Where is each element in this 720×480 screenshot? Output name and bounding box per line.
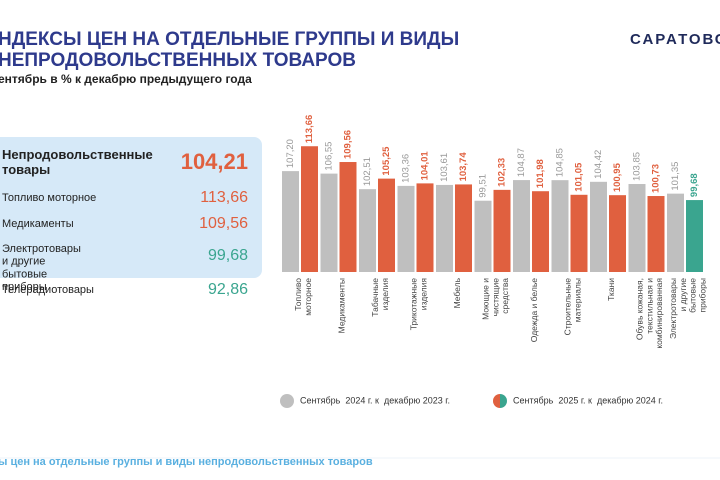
bar [378, 178, 395, 272]
x-tick-label: Мебель [452, 277, 462, 308]
x-tick-label: Топливомоторное [293, 278, 313, 316]
panel-row-value: 113,66 [200, 189, 248, 206]
value-label: 101,05 [574, 162, 585, 192]
summary-panel [0, 137, 262, 278]
value-label: 103,36 [401, 154, 412, 183]
x-tick-label: Одежда и белье [529, 278, 539, 342]
panel-row-value: 109,56 [199, 215, 248, 232]
value-label: 104,42 [593, 150, 604, 179]
value-label: 100,95 [612, 162, 623, 192]
bar [686, 200, 703, 272]
value-label: 103,74 [458, 152, 469, 182]
value-label: 101,35 [670, 162, 681, 191]
value-label: 104,01 [420, 151, 431, 181]
legend-marker [280, 394, 294, 408]
logo: САРАТОВС [630, 31, 720, 48]
value-label: 100,73 [651, 164, 662, 193]
bar [667, 193, 684, 272]
bar [436, 184, 453, 272]
panel-row-label: Телерадиотовары [2, 284, 94, 296]
bar [301, 146, 318, 272]
bar [339, 162, 357, 272]
x-tick-label: Табачныеизделия [370, 278, 390, 317]
x-tick-label: Трикотажныеизделия [409, 278, 429, 331]
bar [397, 185, 415, 272]
value-label: 99,68 [689, 173, 700, 197]
bar [455, 184, 472, 272]
legend-label: Сентябрь 2025 г. к декабрю 2024 г. [513, 395, 663, 405]
panel-row-value: 99,68 [208, 247, 248, 264]
title-line: НЕПРОДОВОЛЬСТВЕННЫХ ТОВАРОВ [0, 50, 356, 71]
value-label: 105,25 [381, 146, 392, 176]
value-label: 102,33 [497, 158, 508, 187]
x-tick-label: Обувь кожаная,текстильная икомбинированн… [635, 278, 665, 349]
footer: ы цен на отдельные группы и виды непродо… [0, 456, 373, 468]
bar [359, 189, 376, 272]
value-label: 101,98 [535, 159, 546, 188]
panel-title: Непродовольственные товары [2, 147, 153, 177]
bar [493, 189, 511, 272]
x-tick-label: Медикаменты [337, 278, 347, 333]
value-label: 103,85 [632, 152, 643, 181]
panel-row-label: Медикаменты [2, 218, 74, 230]
bar [609, 195, 626, 272]
legend-marker [500, 394, 507, 408]
bar [590, 181, 607, 272]
legend-label: Сентябрь 2024 г. к декабрю 2023 г. [300, 395, 450, 405]
value-label: 104,87 [516, 148, 527, 177]
bar [647, 196, 665, 272]
bar [628, 184, 646, 272]
title-line: НДЕКСЫ ЦЕН НА ОТДЕЛЬНЫЕ ГРУППЫ И ВИДЫ [0, 29, 459, 50]
x-tick-label: Электротоварыи другиебытовыеприборы [668, 278, 707, 339]
bar [513, 180, 530, 272]
value-label: 102,51 [362, 157, 373, 186]
value-label: 107,20 [285, 139, 296, 168]
value-label: 99,51 [478, 174, 489, 198]
legend-marker [493, 394, 500, 408]
bar [551, 180, 569, 272]
value-label: 109,56 [343, 130, 354, 159]
subtitle: ентябрь в % к декабрю предыдущего года [0, 72, 252, 86]
value-label: 113,66 [304, 115, 315, 144]
panel-value: 104,21 [181, 149, 248, 174]
value-label: 104,85 [555, 148, 566, 177]
bar [570, 194, 588, 272]
bar [282, 171, 299, 272]
bar [474, 200, 492, 272]
value-label: 103,61 [439, 153, 450, 182]
x-tick-label: Ткани [606, 278, 616, 301]
panel-row-label: Топливо моторное [2, 192, 96, 204]
panel-row-value: 92,86 [208, 281, 248, 298]
bar [416, 183, 434, 272]
value-label: 106,55 [324, 142, 335, 171]
bar [532, 191, 549, 272]
x-tick-label: Моющие ичистящиесредства [481, 278, 511, 320]
panel-row-label: Электротовары и другие бытовые приборы [2, 243, 81, 293]
bar [320, 173, 338, 272]
x-tick-label: Строительныематериалы [563, 278, 583, 336]
